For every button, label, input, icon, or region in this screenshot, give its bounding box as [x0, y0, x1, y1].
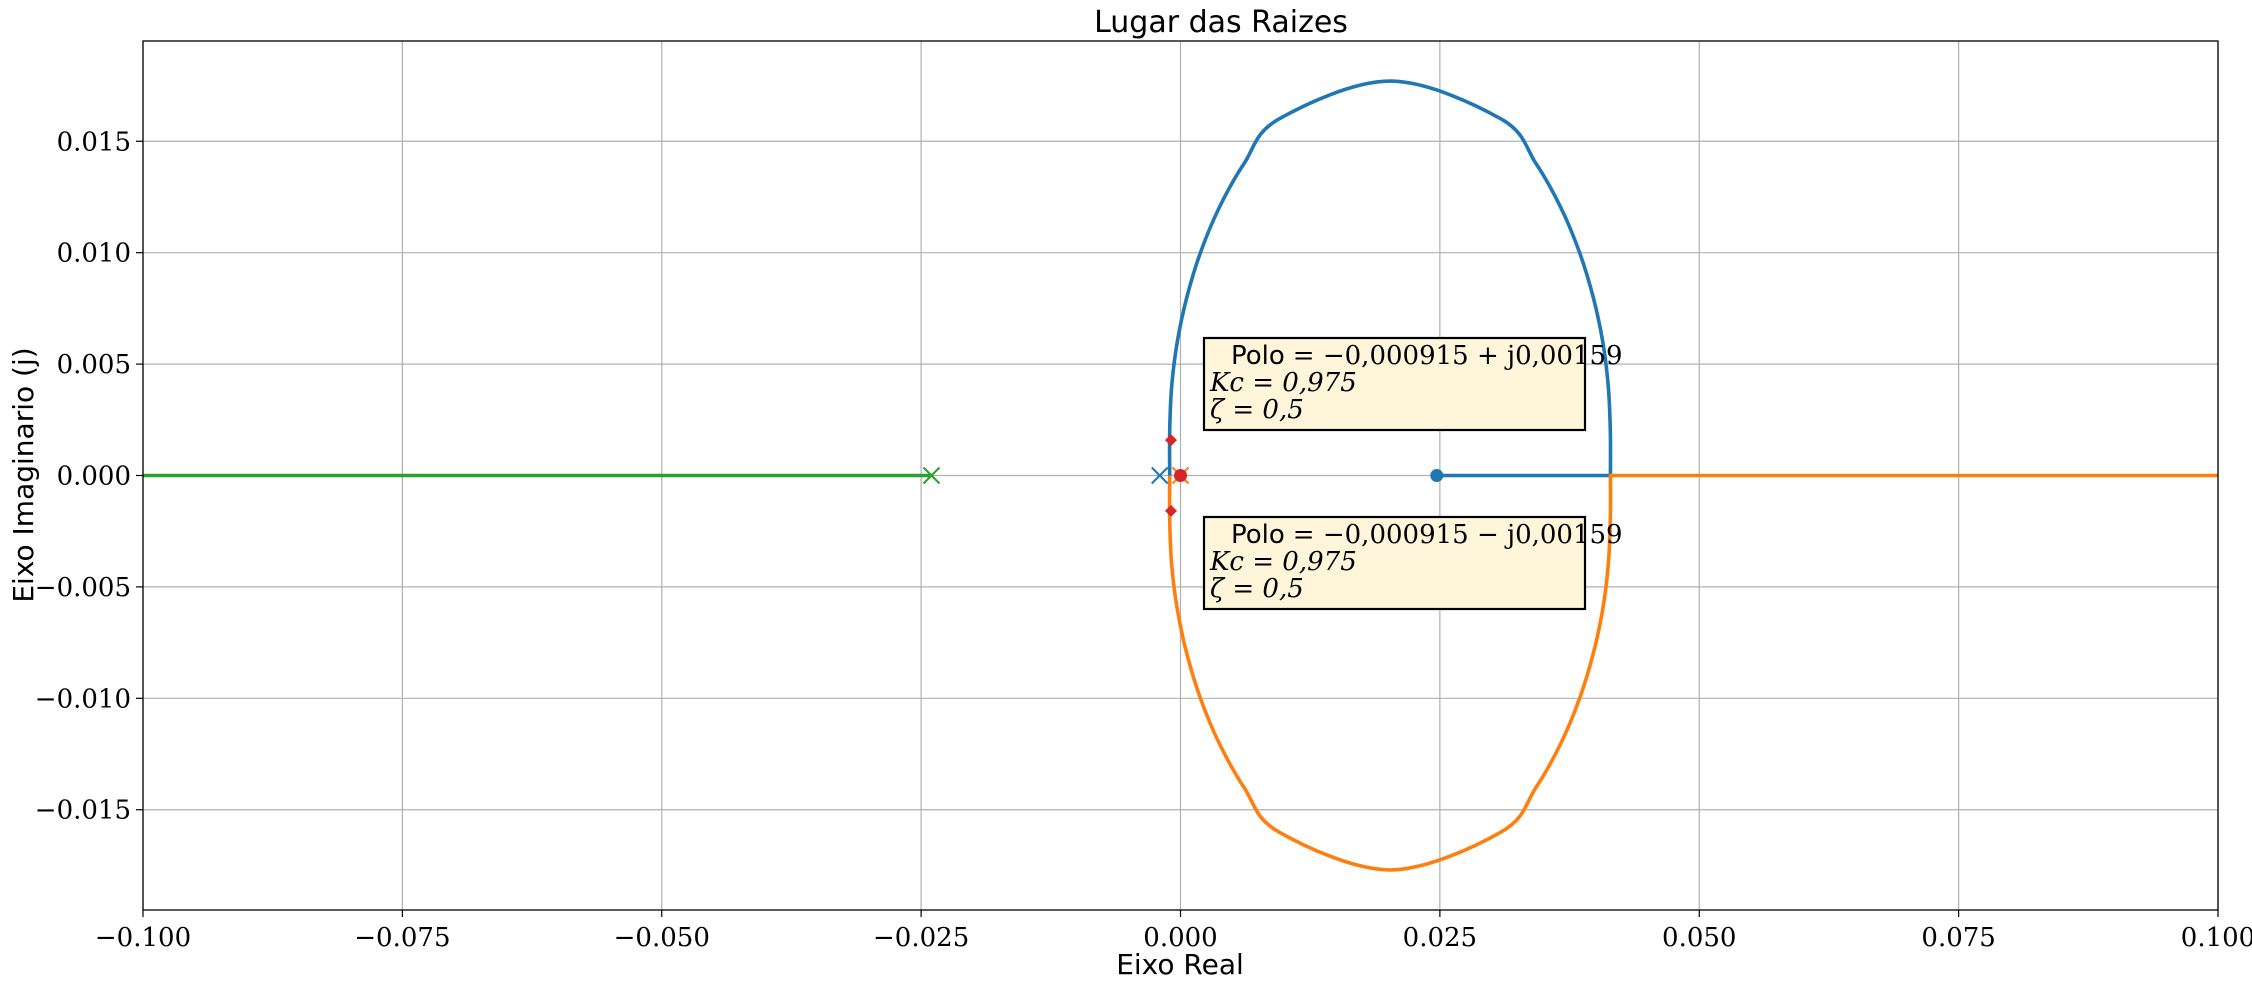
pole-x-stroke	[1151, 466, 1169, 485]
annotation-frame	[1202, 515, 1587, 611]
annotation-pole-line: Polo = −0,000915 − j0,00159	[1231, 520, 1623, 550]
x-tick-label: 0.000	[1143, 923, 1217, 953]
x-tick-label: −0.100	[95, 923, 191, 953]
annotation-damping-line: ζ = 0,5	[1210, 395, 1304, 425]
y-tick-label: −0.005	[35, 573, 131, 603]
y-tick-label: 0.000	[57, 462, 131, 492]
annotation-pole-value: = −0,000915 + j0,00159	[1293, 341, 1623, 371]
pole-marker-0	[922, 466, 941, 485]
x-tick-label: 0.100	[2181, 923, 2252, 953]
annotation-gain-line: Kc = 0,975	[1209, 547, 1357, 577]
annotation-pole-word: Polo	[1231, 520, 1285, 550]
y-tick-label: −0.015	[35, 796, 131, 826]
x-axis-label: Eixo Real	[1116, 948, 1244, 981]
series-layer	[143, 79, 2218, 872]
zero-marker-1	[1174, 469, 1187, 482]
x-tick-label: −0.025	[873, 923, 969, 953]
zero-marker-0	[1430, 469, 1444, 482]
x-tick-label: 0.075	[1921, 923, 1995, 953]
annotation-gain-line: Kc = 0,975	[1209, 368, 1357, 398]
ticks: −0.100 −0.075 −0.050 −0.025 0.000 0.025 0.050 0…	[35, 127, 2252, 953]
locus-branch-0	[1167, 79, 1613, 478]
marker-layer	[922, 434, 1444, 517]
selected-pole-marker-0	[1165, 434, 1178, 447]
locus-branch-1	[1167, 473, 2218, 872]
x-tick-label: −0.050	[614, 923, 710, 953]
pole-x-stroke	[922, 466, 941, 485]
y-tick-label: 0.010	[57, 239, 131, 269]
y-axis-label: Eixo Imaginario (j)	[7, 347, 40, 602]
selected-pole-marker-1	[1165, 504, 1178, 517]
annotation-pole-value: = −0,000915 − j0,00159	[1293, 520, 1623, 550]
x-tick-label: 0.025	[1403, 923, 1477, 953]
y-tick-label: 0.005	[57, 350, 131, 380]
pole-marker-1	[1151, 466, 1169, 485]
chart-title: Lugar das Raizes	[1094, 5, 1348, 40]
y-tick-label: −0.010	[35, 684, 131, 714]
x-tick-label: −0.075	[354, 923, 450, 953]
x-tick-label: 0.050	[1662, 923, 1736, 953]
annotation-pole-line: Polo = −0,000915 + j0,00159	[1231, 341, 1623, 371]
annotation-damping-line: ζ = 0,5	[1210, 574, 1304, 604]
annotation-pole-word: Polo	[1231, 341, 1285, 371]
y-tick-label: 0.015	[57, 127, 131, 157]
annotation-frame	[1202, 336, 1587, 432]
